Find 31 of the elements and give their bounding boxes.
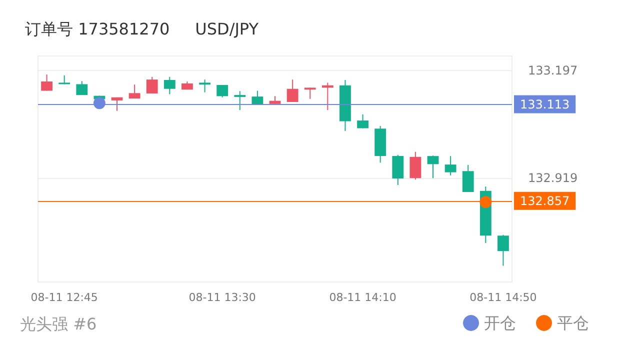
legend-label: 平仓 bbox=[557, 314, 589, 332]
candlestick bbox=[199, 79, 210, 93]
candlestick bbox=[216, 84, 228, 98]
candlestick bbox=[146, 76, 158, 94]
x-tick-label: 08-11 14:10 bbox=[329, 291, 396, 304]
candlestick bbox=[128, 84, 140, 99]
y-tick-label: 132.919 bbox=[528, 171, 578, 186]
candlestick bbox=[164, 76, 176, 95]
x-tick-label: 08-11 14:50 bbox=[470, 291, 537, 304]
candlestick bbox=[41, 74, 52, 92]
candlestick bbox=[234, 90, 246, 111]
ref-line-label: 133.113 bbox=[520, 97, 570, 112]
candlestick bbox=[444, 156, 456, 176]
candlestick bbox=[462, 164, 474, 192]
legend-label: 开仓 bbox=[484, 314, 516, 332]
candlestick bbox=[286, 79, 298, 102]
candlestick bbox=[392, 154, 404, 186]
x-tick-label: 08-11 13:30 bbox=[188, 291, 256, 304]
candlestick bbox=[76, 80, 88, 96]
ref-line-label: 132.857 bbox=[520, 194, 570, 208]
x-tick-label: 08-11 12:45 bbox=[30, 291, 98, 304]
y-tick-label: 133.197 bbox=[528, 64, 578, 78]
text: 光头强 #6 bbox=[20, 314, 97, 334]
candlestick bbox=[357, 114, 368, 129]
candlestick bbox=[498, 234, 509, 266]
candlestick bbox=[410, 151, 422, 180]
candlestick bbox=[111, 96, 123, 112]
candlestick bbox=[304, 87, 316, 100]
candlestick bbox=[252, 90, 264, 105]
chart-title: 订单号 173581270 USD/JPY bbox=[25, 20, 259, 38]
candlestick bbox=[427, 155, 439, 179]
